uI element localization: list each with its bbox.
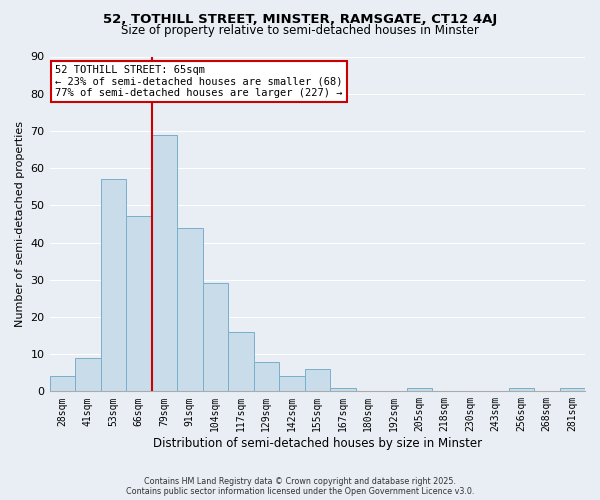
Text: 52 TOTHILL STREET: 65sqm
← 23% of semi-detached houses are smaller (68)
77% of s: 52 TOTHILL STREET: 65sqm ← 23% of semi-d… <box>55 65 343 98</box>
Text: Contains HM Land Registry data © Crown copyright and database right 2025.
Contai: Contains HM Land Registry data © Crown c… <box>126 476 474 496</box>
Bar <box>407 388 432 392</box>
Bar <box>560 388 585 392</box>
Bar <box>305 369 330 392</box>
Bar <box>126 216 152 392</box>
Bar <box>509 388 534 392</box>
Bar <box>50 376 75 392</box>
X-axis label: Distribution of semi-detached houses by size in Minster: Distribution of semi-detached houses by … <box>153 437 482 450</box>
Bar <box>203 284 228 392</box>
Bar <box>152 134 177 392</box>
Bar <box>330 388 356 392</box>
Text: Size of property relative to semi-detached houses in Minster: Size of property relative to semi-detach… <box>121 24 479 37</box>
Bar <box>75 358 101 392</box>
Bar <box>101 180 126 392</box>
Y-axis label: Number of semi-detached properties: Number of semi-detached properties <box>15 121 25 327</box>
Bar <box>177 228 203 392</box>
Bar <box>228 332 254 392</box>
Text: 52, TOTHILL STREET, MINSTER, RAMSGATE, CT12 4AJ: 52, TOTHILL STREET, MINSTER, RAMSGATE, C… <box>103 12 497 26</box>
Bar <box>279 376 305 392</box>
Bar <box>254 362 279 392</box>
